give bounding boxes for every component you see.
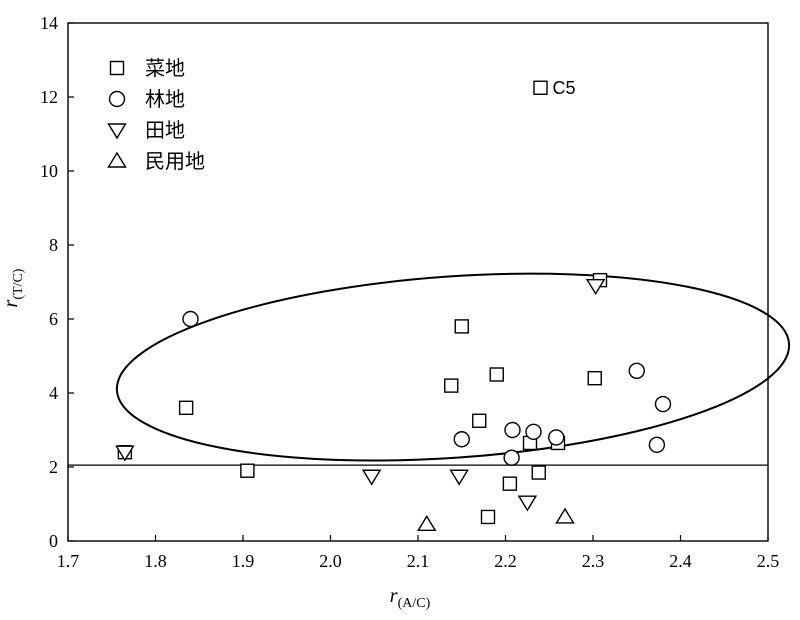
legend-label: 林地: [145, 87, 185, 111]
y-tick-label: 14: [40, 13, 58, 33]
x-tick-label: 1.9: [232, 551, 255, 571]
y-tick-label: 0: [49, 531, 58, 551]
data-point-triangle-up: [555, 507, 575, 524]
data-point-square: [587, 371, 602, 386]
data-point-circle: [525, 423, 542, 441]
data-point-square: [178, 400, 194, 415]
point-annotation: C5: [553, 78, 576, 98]
x-tick-label: 1.7: [57, 551, 80, 571]
data-point-circle: [548, 429, 565, 446]
data-point-square: [489, 367, 504, 382]
data-point-circle: [453, 431, 470, 448]
data-point-square: [502, 476, 518, 491]
y-axis-label-main: r: [0, 299, 22, 307]
legend-label: 民用地: [145, 149, 205, 173]
data-point-triangle-down: [115, 445, 135, 462]
legend-label: 田地: [145, 118, 185, 142]
y-tick-label: 8: [49, 235, 58, 255]
legend-marker-triangle-up: [107, 151, 127, 168]
data-point-triangle-down: [517, 495, 538, 512]
ellipse-layer: [115, 272, 791, 462]
x-tick-label: 2.2: [494, 551, 517, 571]
data-point-triangle-up: [417, 515, 437, 532]
x-tick-label: 2.3: [582, 551, 605, 571]
x-tick-label: 2.0: [319, 551, 342, 571]
data-point-circle: [182, 310, 199, 328]
data-point-circle: [503, 449, 520, 466]
data-point-square: [444, 378, 459, 393]
y-tick-label: 6: [49, 309, 58, 329]
y-tick-label: 2: [49, 457, 58, 477]
y-axis-label: r(T/C): [0, 268, 26, 307]
x-tick-label: 2.1: [407, 551, 430, 571]
data-point-triangle-down: [449, 469, 469, 486]
data-point-square: [240, 463, 255, 478]
cluster-ellipse: [115, 272, 791, 462]
data-point-circle: [628, 362, 645, 379]
x-tick-label: 2.4: [669, 551, 692, 571]
x-axis: 1.7 1.8 1.9 2.0 2.1 2.2 2.3 2.4 2.5: [57, 535, 780, 571]
data-point-square: [531, 465, 546, 480]
data-point-circle: [654, 395, 672, 413]
x-axis-label: r(A/C): [390, 585, 431, 611]
x-tick-label: 1.8: [144, 551, 167, 571]
data-point-square: [480, 509, 496, 525]
data-point-triangle-down: [585, 279, 606, 296]
legend-marker-square: [109, 60, 125, 76]
x-tick-label: 2.5: [757, 551, 780, 571]
data-points: [115, 80, 672, 532]
data-point-circle: [648, 436, 666, 453]
x-axis-label-main: r: [390, 585, 398, 607]
data-point-square: [472, 413, 487, 428]
y-axis: 0 2 4 6 8 10 12 14: [40, 13, 74, 551]
y-axis-label-sub: (T/C): [11, 268, 26, 299]
y-tick-label: 4: [49, 383, 58, 403]
legend-marker-triangle-down: [107, 123, 127, 140]
y-tick-label: 10: [40, 161, 58, 181]
annotations: C5: [553, 78, 576, 98]
y-tick-label: 12: [40, 87, 58, 107]
data-point-square: [454, 319, 469, 334]
data-point-square: [533, 80, 548, 95]
legend-label: 菜地: [145, 56, 185, 80]
legend-marker-circle: [108, 90, 126, 108]
data-point-circle: [504, 421, 521, 439]
x-axis-label-sub: (A/C): [398, 596, 431, 611]
data-point-triangle-down: [361, 469, 382, 486]
